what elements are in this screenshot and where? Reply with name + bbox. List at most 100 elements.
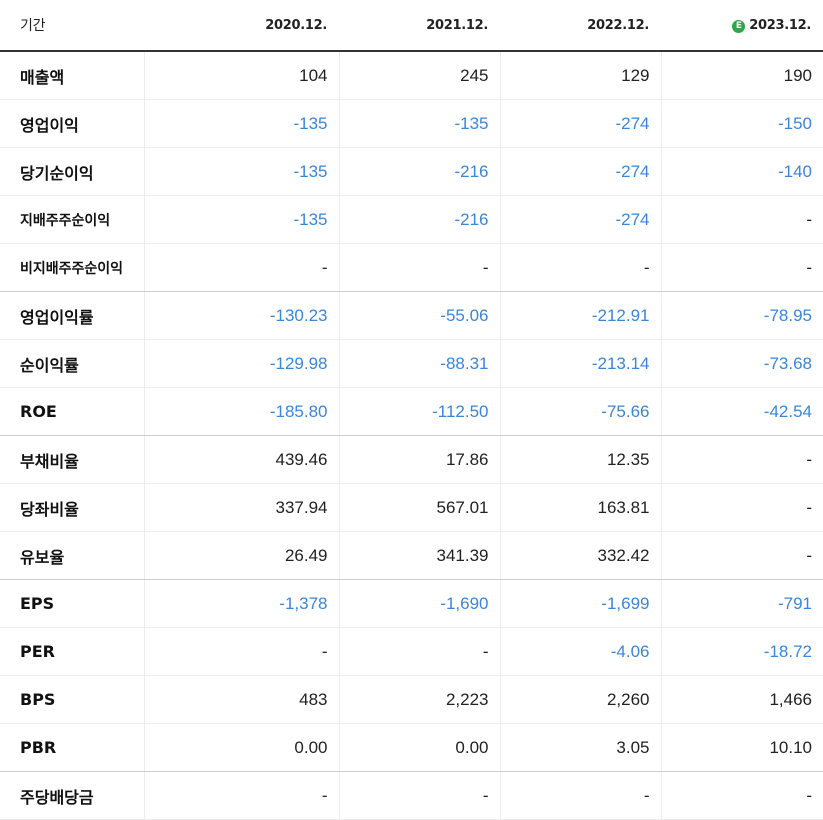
value-cell: 337.94 (143, 483, 339, 532)
value-cell: -112.50 (338, 387, 500, 436)
value-cell: - (338, 243, 500, 292)
value-cell: -135 (143, 99, 339, 148)
value-cell: -185.80 (143, 387, 339, 436)
table-row: 영업이익 -135 -135 -274 -150 (0, 99, 823, 148)
table-row: 매출액 104 245 129 190 (0, 51, 823, 100)
value-cell: -55.06 (338, 291, 500, 340)
table-row: ROE -185.80 -112.50 -75.66 -42.54 (0, 387, 823, 436)
row-label: 유보율 (0, 531, 144, 580)
row-label: 당기순이익 (0, 147, 144, 196)
value-cell: - (499, 243, 661, 292)
table-row: BPS 483 2,223 2,260 1,466 (0, 675, 823, 724)
value-cell: - (660, 531, 823, 580)
value-cell: -274 (499, 147, 661, 196)
value-cell: 0.00 (338, 723, 500, 772)
value-cell: - (660, 771, 823, 820)
value-cell: -75.66 (499, 387, 661, 436)
value-cell: -791 (660, 579, 823, 628)
value-cell: 2,223 (338, 675, 500, 724)
row-label: EPS (0, 579, 144, 628)
value-cell: 341.39 (338, 531, 500, 580)
value-cell: - (338, 627, 500, 676)
value-cell: 483 (143, 675, 339, 724)
row-label: PBR (0, 723, 144, 772)
row-label: 비지배주주순이익 (0, 243, 144, 292)
header-row: 기간 2020.12. 2021.12. 2022.12. E 2023.12. (0, 0, 823, 52)
value-cell: -216 (338, 195, 500, 244)
value-cell: 332.42 (499, 531, 661, 580)
row-label: PER (0, 627, 144, 676)
value-cell: - (143, 771, 339, 820)
value-cell: -42.54 (660, 387, 823, 436)
value-cell: 104 (143, 51, 339, 100)
value-cell: 245 (338, 51, 500, 100)
value-cell: - (338, 771, 500, 820)
table-row: 당좌비율 337.94 567.01 163.81- (0, 483, 823, 532)
estimate-badge-icon: E (732, 19, 746, 33)
row-label: 지배주주순이익 (0, 195, 144, 244)
value-cell: -216 (338, 147, 500, 196)
table-row: 영업이익률 -130.23 -55.06 -212.91 -78.95 (0, 291, 823, 340)
value-cell: -4.06 (499, 627, 661, 676)
value-cell: -129.98 (143, 339, 339, 388)
table-row: 당기순이익 -135 -216 -274 -140 (0, 147, 823, 196)
value-cell: -130.23 (143, 291, 339, 340)
value-cell: 439.46 (143, 435, 339, 484)
row-label: 주당배당금 (0, 771, 144, 820)
row-label: 순이익률 (0, 339, 144, 388)
table-row: 유보율 26.49 341.39 332.42- (0, 531, 823, 580)
period-2020: 2020.12. (144, 0, 339, 52)
value-cell: -1,690 (338, 579, 500, 628)
value-cell: -73.68 (660, 339, 823, 388)
value-cell: - (660, 243, 823, 292)
row-label: 영업이익률 (0, 291, 144, 340)
table-row: 비지배주주순이익 - - - - (0, 243, 823, 292)
table-row: PER - - -4.06 -18.72 (0, 627, 823, 676)
period-2022: 2022.12. (500, 0, 661, 52)
value-cell: -1,699 (499, 579, 661, 628)
value-cell: 17.86 (338, 435, 500, 484)
value-cell: 3.05 (499, 723, 661, 772)
table-row: 주당배당금 - - - - (0, 771, 823, 820)
value-cell: 0.00 (143, 723, 339, 772)
period-2023-label: 2023.12. (749, 17, 811, 33)
value-cell: -140 (660, 147, 823, 196)
value-cell: -135 (338, 99, 500, 148)
period-2023-estimate: E 2023.12. (661, 0, 823, 52)
value-cell: 1,466 (660, 675, 823, 724)
table-row: 지배주주순이익 -135 -216 -274- (0, 195, 823, 244)
value-cell: -135 (143, 147, 339, 196)
value-cell: - (660, 195, 823, 244)
value-cell: -1,378 (143, 579, 339, 628)
row-label: 당좌비율 (0, 483, 144, 532)
row-label: 영업이익 (0, 99, 144, 148)
value-cell: 190 (660, 51, 823, 100)
table-row: 순이익률 -129.98 -88.31 -213.14 -73.68 (0, 339, 823, 388)
period-2021: 2021.12. (339, 0, 500, 52)
table-row: EPS -1,378 -1,690 -1,699 -791 (0, 579, 823, 628)
value-cell: -274 (499, 195, 661, 244)
value-cell: -135 (143, 195, 339, 244)
value-cell: -212.91 (499, 291, 661, 340)
value-cell: - (143, 243, 339, 292)
row-label: 매출액 (0, 51, 144, 100)
value-cell: -150 (660, 99, 823, 148)
value-cell: 26.49 (143, 531, 339, 580)
value-cell: 12.35 (499, 435, 661, 484)
value-cell: 10.10 (660, 723, 823, 772)
period-label: 기간 (0, 0, 144, 52)
value-cell: 2,260 (499, 675, 661, 724)
value-cell: -213.14 (499, 339, 661, 388)
value-cell: 129 (499, 51, 661, 100)
value-cell: - (499, 771, 661, 820)
table-row: PBR 0.00 0.00 3.05 10.10 (0, 723, 823, 772)
value-cell: - (660, 435, 823, 484)
value-cell: 567.01 (338, 483, 500, 532)
value-cell: -78.95 (660, 291, 823, 340)
value-cell: -18.72 (660, 627, 823, 676)
table-row: 부채비율 439.46 17.86 12.35- (0, 435, 823, 484)
value-cell: -274 (499, 99, 661, 148)
row-label: 부채비율 (0, 435, 144, 484)
value-cell: - (660, 483, 823, 532)
